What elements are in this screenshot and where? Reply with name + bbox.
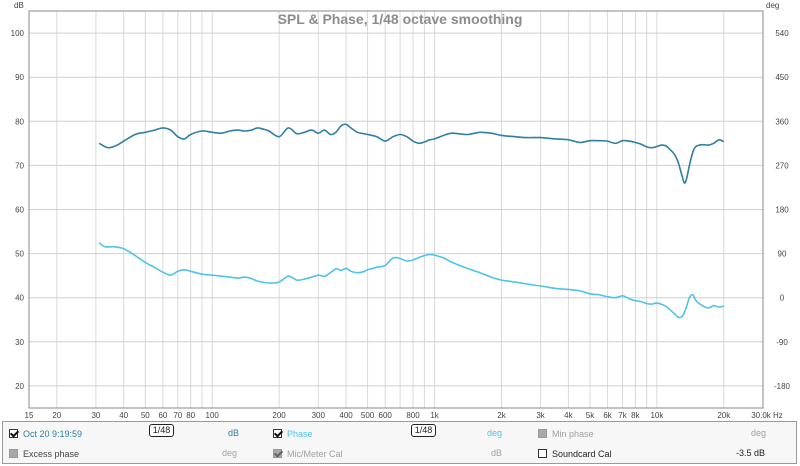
soundcard-cal-unit: -3.5 dB — [736, 448, 766, 458]
x-tick-label: 500 — [361, 411, 375, 420]
phase-series-line — [98, 242, 724, 319]
y-left-tick-label: 60 — [15, 206, 24, 215]
spl-series-line — [98, 123, 725, 184]
y-right-unit-label: deg — [766, 1, 779, 10]
x-tick-label: 40 — [119, 411, 128, 420]
y-left-unit-label: dB — [14, 1, 24, 10]
x-tick-label: 400 — [339, 411, 353, 420]
x-tick-label: 800 — [406, 411, 420, 420]
min-phase-checkbox[interactable] — [538, 429, 547, 438]
min-phase-unit: deg — [751, 428, 767, 438]
y-left-tick-label: 100 — [11, 29, 25, 38]
mic-cal-unit: dB — [491, 448, 503, 458]
x-tick-label: 70 — [173, 411, 182, 420]
soundcard-cal-checkbox[interactable] — [538, 449, 547, 458]
phase-checkbox[interactable] — [273, 428, 284, 438]
x-tick-label: 6k — [603, 411, 612, 420]
y-left-tick-label: 40 — [15, 294, 24, 303]
x-tick-label: 1k — [430, 411, 439, 420]
phase-smoothing-button[interactable]: 1/48 — [411, 424, 436, 437]
spl-checkbox[interactable] — [9, 428, 20, 438]
y-right-tick-label: 180 — [775, 206, 789, 215]
y-left-tick-label: 70 — [15, 161, 24, 170]
x-tick-label: 50 — [141, 411, 150, 420]
legend-label-mic-cal: Mic/Meter Cal — [287, 449, 343, 459]
x-tick-label: 60 — [158, 411, 167, 420]
x-tick-label: 20 — [52, 411, 61, 420]
y-left-tick-label: 90 — [15, 73, 24, 82]
x-tick-label: 600 — [379, 411, 393, 420]
legend-item-phase[interactable]: Phase — [273, 426, 353, 442]
y-right-tick-label: -180 — [774, 382, 791, 391]
legend-label-min-phase: Min phase — [552, 429, 594, 439]
series-group — [98, 123, 725, 319]
plot-border — [28, 10, 764, 409]
y-right-tick-label: 450 — [775, 73, 789, 82]
mic-cal-checkbox[interactable] — [273, 448, 284, 458]
y-left-tick-label: 30 — [15, 338, 24, 347]
x-tick-label: 100 — [206, 411, 220, 420]
x-tick-label: 4k — [564, 411, 573, 420]
chart-title: SPL & Phase, 1/48 octave smoothing — [278, 11, 523, 27]
x-tick-label: 200 — [272, 411, 286, 420]
y-right-tick-label: 90 — [778, 250, 787, 259]
y-left-tick-label: 50 — [15, 250, 24, 259]
excess-phase-unit: deg — [222, 448, 238, 458]
legend-panel: Oct 20 9:19:59 1/48 dB Phase 1/48 deg Mi… — [2, 421, 797, 464]
chart-area[interactable]: SPL & Phase, 1/48 octave smoothing dB de… — [0, 0, 800, 421]
x-tick-label: 8k — [631, 411, 640, 420]
y-left-axis: 20 30 40 50 60 70 80 90 100 — [11, 29, 25, 391]
legend-item-min-phase[interactable]: Min phase — [538, 426, 628, 442]
spl-unit: dB — [228, 428, 240, 438]
y-right-tick-label: -90 — [776, 338, 788, 347]
x-tick-label: 30.0k Hz — [751, 411, 783, 420]
legend-item-excess-phase[interactable]: Excess phase — [9, 446, 109, 462]
x-tick-label: 3k — [536, 411, 545, 420]
x-tick-label: 5k — [586, 411, 595, 420]
legend-item-soundcard-cal[interactable]: Soundcard Cal — [538, 446, 638, 462]
x-tick-label: 15 — [25, 411, 34, 420]
y-right-tick-label: 270 — [775, 161, 789, 170]
y-right-axis: -180 -90 0 90 180 270 360 450 540 — [774, 29, 791, 391]
x-axis: 15 20 30 40 50 60 70 80 100 200 300 400 500 600 800 1k 2… — [25, 411, 783, 420]
legend-item-spl[interactable]: Oct 20 9:19:59 — [9, 426, 129, 442]
x-tick-label: 300 — [312, 411, 326, 420]
excess-phase-checkbox[interactable] — [9, 449, 18, 458]
x-tick-label: 80 — [186, 411, 195, 420]
legend-label-spl: Oct 20 9:19:59 — [23, 429, 83, 439]
y-left-tick-label: 20 — [15, 382, 24, 391]
x-tick-label: 10k — [650, 411, 664, 420]
x-tick-label: 2k — [497, 411, 506, 420]
x-tick-label: 20k — [717, 411, 731, 420]
y-right-tick-label: 0 — [780, 294, 785, 303]
x-tick-label: 7k — [618, 411, 627, 420]
grid — [29, 11, 764, 408]
y-left-tick-label: 80 — [15, 117, 24, 126]
legend-label-phase: Phase — [287, 429, 313, 439]
y-right-tick-label: 540 — [775, 29, 789, 38]
legend-label-soundcard-cal: Soundcard Cal — [552, 449, 612, 459]
spl-smoothing-button[interactable]: 1/48 — [149, 424, 174, 437]
y-right-tick-label: 360 — [775, 117, 789, 126]
legend-label-excess-phase: Excess phase — [23, 449, 80, 459]
x-tick-label: 30 — [91, 411, 100, 420]
phase-unit: deg — [487, 428, 503, 438]
legend-item-mic-cal[interactable]: Mic/Meter Cal — [273, 446, 373, 462]
